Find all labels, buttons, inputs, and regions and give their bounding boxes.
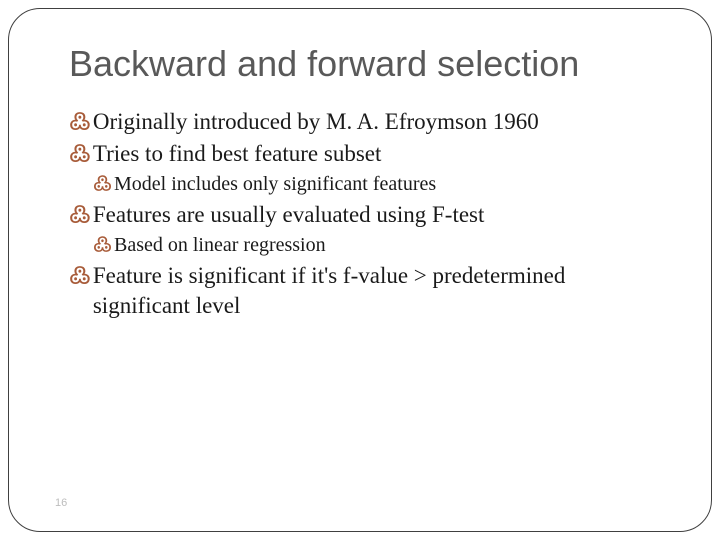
bullet-icon: ߷ [69, 200, 91, 230]
bullet-text: Model includes only significant features [114, 171, 436, 198]
list-item: ߷ Originally introduced by M. A. Efroyms… [69, 107, 663, 137]
bullet-icon: ߷ [93, 232, 112, 259]
slide-title: Backward and forward selection [69, 43, 663, 85]
slide-frame: Backward and forward selection ߷ Origina… [8, 8, 712, 532]
list-item: ߷ Model includes only significant featur… [69, 171, 663, 198]
bullet-text: Originally introduced by M. A. Efroymson… [93, 107, 539, 137]
bullet-list: ߷ Originally introduced by M. A. Efroyms… [69, 107, 663, 321]
bullet-icon: ߷ [93, 171, 112, 198]
slide-content: Backward and forward selection ߷ Origina… [9, 9, 711, 343]
bullet-text: Tries to find best feature subset [93, 139, 382, 169]
bullet-icon: ߷ [69, 139, 91, 169]
bullet-text: Features are usually evaluated using F-t… [93, 200, 485, 230]
page-number: 16 [55, 497, 67, 509]
bullet-icon: ߷ [69, 107, 91, 137]
bullet-text: Based on linear regression [114, 232, 326, 259]
list-item: ߷ Based on linear regression [69, 232, 663, 259]
list-item: ߷ Tries to find best feature subset [69, 139, 663, 169]
bullet-text: Feature is significant if it's f-value >… [93, 261, 663, 321]
list-item: ߷ Features are usually evaluated using F… [69, 200, 663, 230]
list-item: ߷ Feature is significant if it's f-value… [69, 261, 663, 321]
bullet-icon: ߷ [69, 261, 91, 291]
